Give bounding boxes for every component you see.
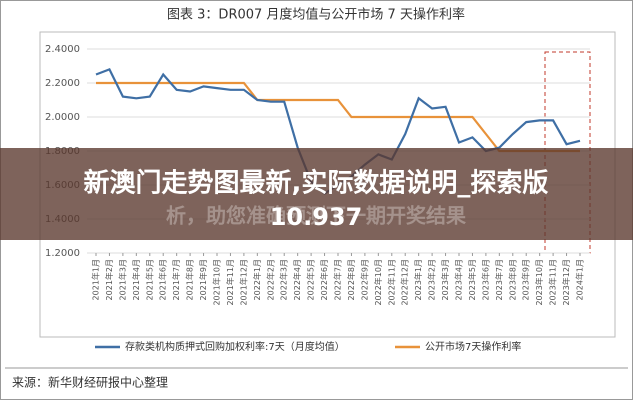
x-tick-label: 2022年11月 — [386, 259, 396, 306]
x-tick-label: 2021年5月 — [144, 259, 154, 300]
x-tick-label: 2023年2月 — [427, 259, 437, 300]
x-tick-label: 2023年5月 — [467, 259, 477, 300]
x-tick-label: 2022年10月 — [373, 259, 383, 306]
banner-faded: 析，助您准确预测下一期开奖结果 — [166, 204, 466, 228]
x-tick-label: 2022年1月 — [252, 259, 262, 300]
y-tick-label: 1.2000 — [45, 248, 80, 259]
x-tick-label: 2023年1月 — [413, 259, 423, 300]
x-tick-label: 2022年7月 — [333, 259, 343, 300]
x-tick-label: 2023年8月 — [507, 259, 517, 300]
x-tick-label: 2021年4月 — [131, 259, 141, 300]
x-tick-label: 2022年4月 — [292, 259, 302, 300]
chart-title: 图表 3：DR007 月度均值与公开市场 7 天操作利率 — [167, 7, 465, 23]
legend-label: 公开市场7天操作利率 — [425, 340, 521, 353]
y-tick-label: 2.0000 — [45, 112, 80, 123]
x-tick-label: 2021年11月 — [225, 259, 235, 306]
x-tick-label: 2023年12月 — [561, 259, 571, 306]
x-tick-label: 2022年8月 — [346, 259, 356, 300]
x-tick-label: 2021年9月 — [198, 259, 208, 300]
banner-subtitle: 10.937 — [270, 203, 363, 231]
x-tick-label: 2023年11月 — [548, 259, 558, 306]
x-tick-label: 2023年7月 — [494, 259, 504, 300]
legend-label: 存款类机构质押式回购加权利率:7天（月度均值） — [125, 340, 345, 353]
x-tick-label: 2022年3月 — [279, 259, 289, 300]
y-tick-label: 2.2000 — [45, 78, 80, 89]
x-tick-label: 2022年6月 — [319, 259, 329, 300]
x-tick-label: 2021年1月 — [91, 259, 101, 300]
x-tick-label: 2023年3月 — [440, 259, 450, 300]
x-tick-label: 2021年10月 — [212, 259, 222, 306]
x-tick-label: 2022年12月 — [400, 259, 410, 306]
x-tick-label: 2021年12月 — [238, 259, 248, 306]
banner-title: 新澳门走势图最新,实际数据说明_探索版 — [84, 168, 549, 199]
x-tick-label: 2021年3月 — [117, 259, 127, 300]
x-tick-label: 2022年5月 — [306, 259, 316, 300]
y-tick-label: 2.4000 — [45, 44, 80, 55]
x-tick-label: 2023年6月 — [480, 259, 490, 300]
banner — [0, 148, 633, 240]
x-tick-label: 2023年10月 — [534, 259, 544, 306]
x-tick-label: 2022年2月 — [265, 259, 275, 300]
x-tick-label: 2021年2月 — [104, 259, 114, 300]
x-tick-label: 2023年9月 — [521, 259, 531, 300]
x-tick-label: 2021年7月 — [171, 259, 181, 300]
x-tick-label: 2021年8月 — [185, 259, 195, 300]
x-tick-label: 2021年6月 — [158, 259, 168, 300]
x-tick-label: 2023年4月 — [454, 259, 464, 300]
x-tick-label: 2024年1月 — [575, 259, 585, 300]
x-tick-label: 2022年9月 — [359, 259, 369, 300]
source: 来源：新华财经研报中心整理 — [12, 375, 168, 390]
